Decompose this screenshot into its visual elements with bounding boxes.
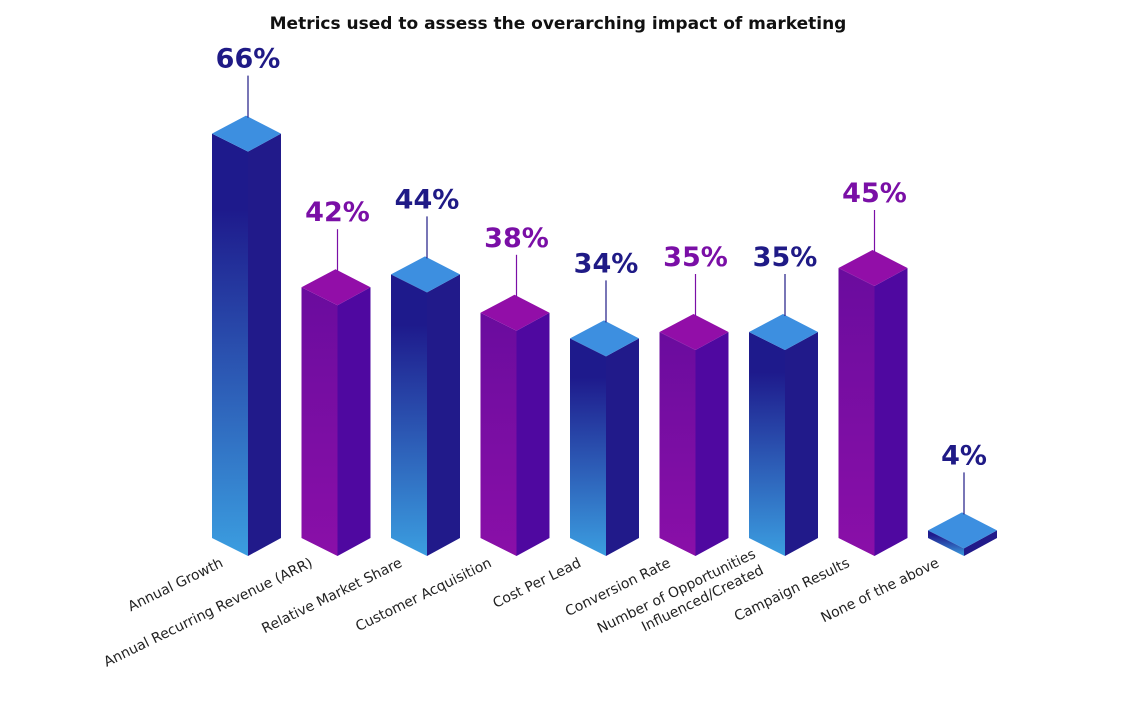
bar-side-face: [695, 332, 729, 556]
bar-side-face: [785, 332, 818, 556]
bar-side-face: [964, 530, 997, 556]
bar-top-face: [749, 314, 818, 350]
value-label: 34%: [574, 248, 639, 279]
bar-front-face: [659, 332, 696, 556]
bar-3: [391, 256, 460, 556]
value-label: 38%: [484, 223, 549, 254]
bar-top-face: [212, 115, 281, 152]
bar-top-face: [570, 320, 639, 357]
bar-top-face: [838, 250, 908, 286]
bar-top-face: [391, 256, 460, 293]
bar-front-face: [391, 274, 427, 556]
bar-top-face: [659, 314, 729, 350]
bar-side-face: [516, 312, 550, 556]
bar-2: [301, 269, 371, 556]
bar-side-face: [427, 274, 460, 556]
value-label: 35%: [753, 242, 818, 273]
bar-4: [480, 294, 550, 556]
bar-front-face: [570, 338, 606, 556]
bar-front-face: [301, 287, 338, 556]
bar-side-face: [248, 133, 281, 556]
value-label: 45%: [842, 178, 907, 209]
bar-top-face: [480, 294, 550, 331]
value-label: 4%: [941, 440, 987, 471]
value-label: 35%: [663, 242, 728, 273]
bar-side-face: [606, 338, 639, 556]
value-label: 44%: [395, 184, 460, 215]
category-label: Number of OpportunitiesInfluenced/Create…: [595, 546, 766, 653]
bar-top-face: [301, 269, 371, 306]
bar-6: [659, 314, 729, 556]
bar-front-face: [749, 332, 785, 556]
bar-1: [212, 115, 281, 556]
bar-5: [570, 320, 639, 556]
bar-side-face: [337, 287, 371, 556]
bar-7: [749, 314, 818, 556]
value-labels-layer: 66% 42% 44% 38% 34% 35% 35% 45% 4%: [216, 44, 987, 515]
bar-side-face: [874, 268, 908, 556]
bars-layer: [212, 115, 997, 556]
bar-top-face: [928, 512, 997, 549]
bar-front-face: [928, 530, 964, 556]
bar-8: [838, 250, 908, 556]
value-label: 42%: [305, 197, 370, 228]
bar-front-face: [212, 133, 248, 556]
bar-9: [928, 512, 997, 556]
value-label: 66%: [216, 44, 281, 75]
bar-front-face: [480, 312, 517, 556]
chart-title: Metrics used to assess the overarching i…: [269, 14, 847, 34]
bar-front-face: [838, 268, 875, 556]
